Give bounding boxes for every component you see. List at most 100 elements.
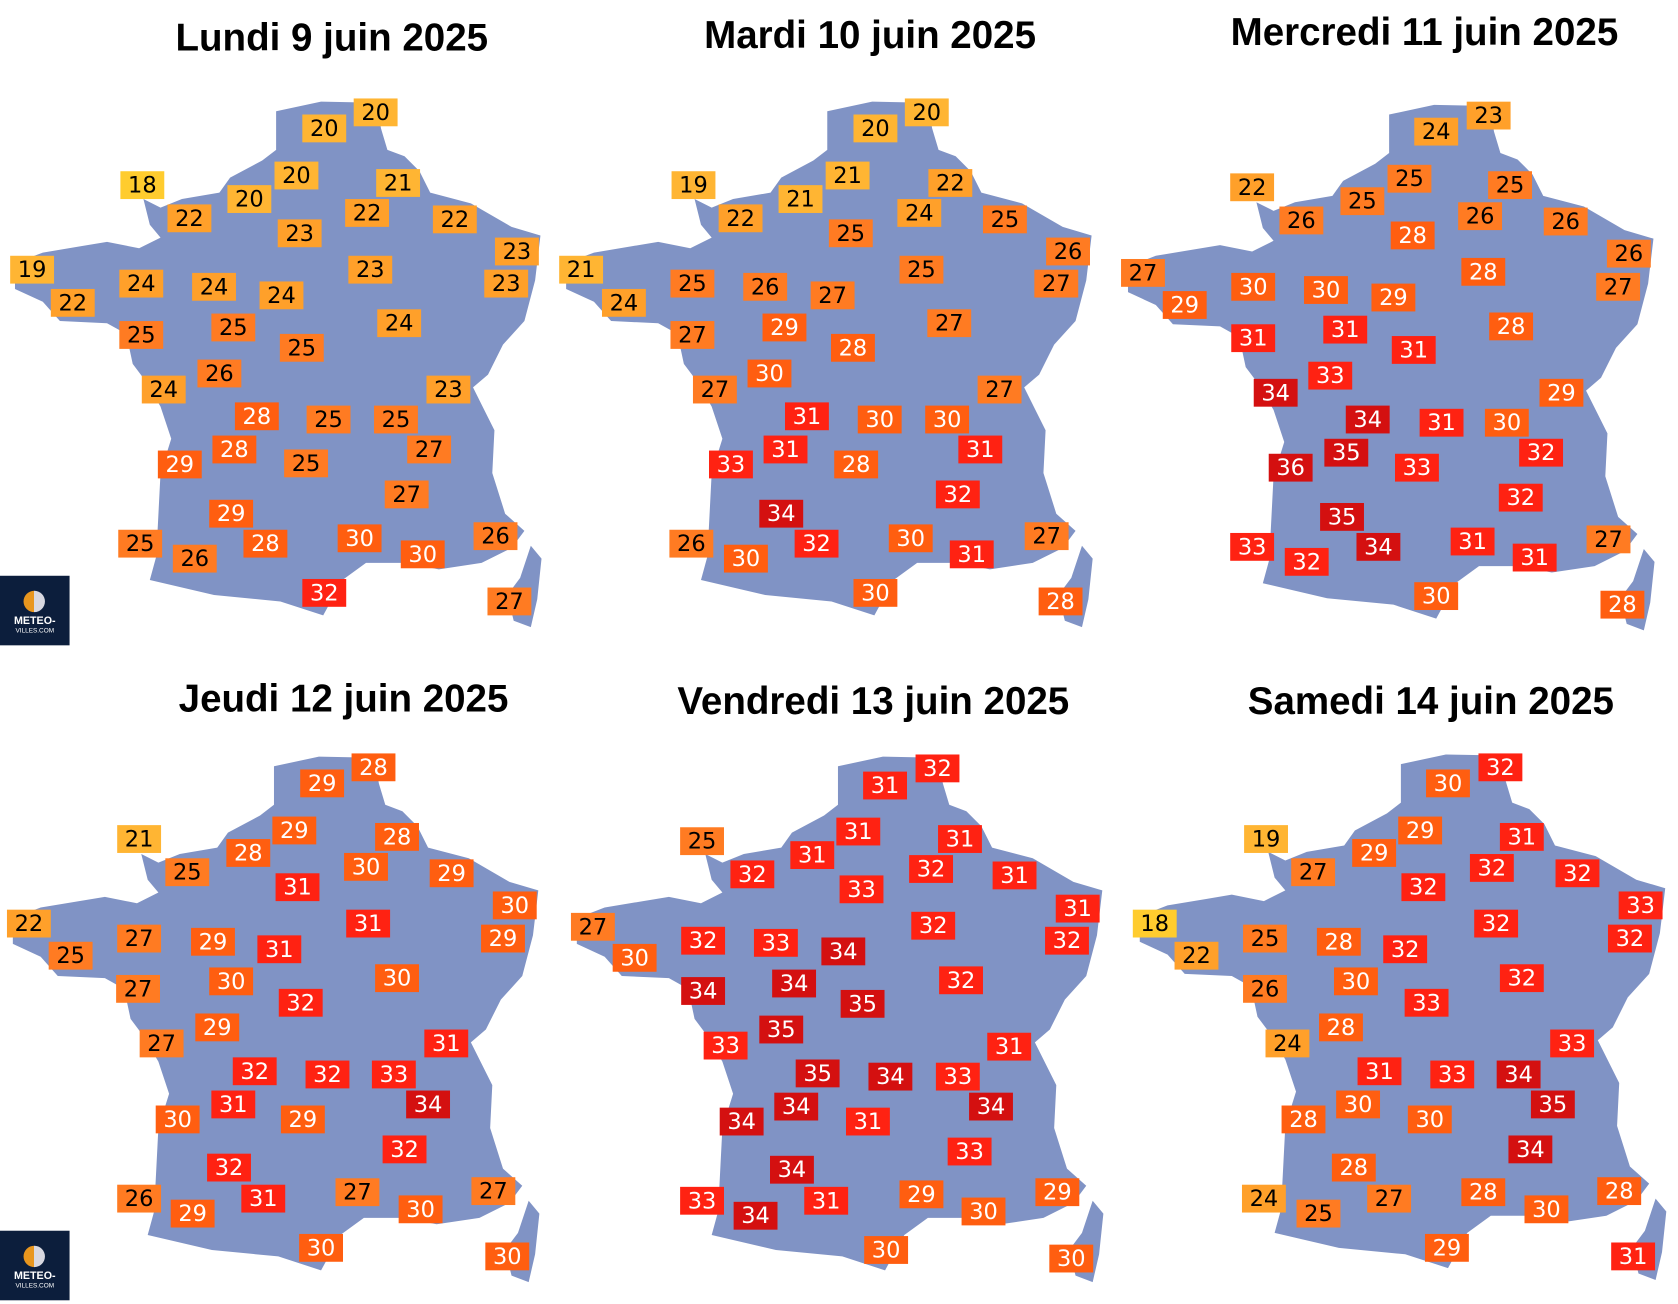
temperature-label: 25 — [670, 269, 715, 298]
temperature-label: 27 — [927, 309, 972, 338]
temperature-label: 28 — [243, 529, 288, 558]
temperature-label: 35 — [1530, 1090, 1575, 1119]
temperature-label: 30 — [961, 1197, 1006, 1226]
temperature-label: 23 — [1466, 101, 1511, 130]
temperature-label: 30 — [853, 578, 898, 607]
temperature-label: 30 — [1426, 769, 1470, 798]
temperature-label: 34 — [406, 1090, 451, 1119]
temperature-label: 31 — [804, 1186, 849, 1215]
temperature-label: 32 — [1607, 924, 1652, 953]
temperature-label: 28 — [375, 822, 419, 851]
temperature-label: 27 — [1121, 258, 1165, 287]
temperature-label: 26 — [172, 544, 217, 573]
temperature-label: 29 — [1162, 291, 1207, 319]
temperature-label: 20 — [302, 114, 347, 143]
map-title: Mardi 10 juin 2025 — [704, 12, 1037, 57]
temperature-label: 29 — [1371, 283, 1416, 312]
temperature-label: 32 — [1555, 859, 1600, 888]
temperature-label: 27 — [692, 375, 737, 404]
temperature-label: 25 — [1340, 187, 1385, 216]
temperature-label: 32 — [681, 926, 726, 955]
temperature-label: 31 — [949, 540, 994, 569]
temperature-label: 27 — [335, 1178, 380, 1207]
temperature-label: 23 — [277, 219, 322, 248]
temperature-label: 29 — [300, 769, 345, 798]
temperature-label: 30 — [747, 359, 792, 388]
temperature-label: 33 — [1230, 532, 1275, 561]
logo-text: METEO- — [13, 1270, 56, 1283]
temperature-label: 29 — [280, 1105, 325, 1134]
temperature-label: 30 — [1414, 582, 1459, 611]
temperature-label: 30 — [1334, 967, 1378, 996]
temperature-label: 34 — [1496, 1060, 1541, 1089]
temperature-label: 22 — [345, 199, 390, 227]
temperature-label: 26 — [669, 529, 714, 558]
temperature-label: 28 — [234, 402, 279, 431]
temperature-label: 28 — [1038, 587, 1083, 616]
temperature-label: 24 — [1241, 1184, 1286, 1213]
temperature-label: 32 — [909, 855, 954, 883]
temperature-label: 32 — [1401, 873, 1446, 902]
temperature-label: 21 — [778, 185, 823, 213]
temperature-label: 24 — [141, 375, 186, 404]
temperature-label: 21 — [117, 825, 162, 853]
temperature-label: 29 — [272, 816, 317, 845]
temperature-label: 26 — [743, 272, 788, 301]
temperature-label: 25 — [165, 858, 210, 887]
temperature-label: 33 — [1550, 1029, 1595, 1058]
temperature-label: 31 — [790, 841, 835, 870]
temperature-label: 28 — [1489, 312, 1534, 341]
temperature-label: 31 — [863, 771, 907, 800]
temperature-label: 24 — [1265, 1029, 1310, 1058]
temperature-label: 34 — [1345, 405, 1390, 434]
temperature-label: 25 — [982, 205, 1027, 234]
temperature-label: 31 — [1055, 894, 1100, 923]
temperature-label: 31 — [275, 873, 320, 902]
temperature-label: 23 — [348, 255, 393, 284]
temperature-label: 30 — [492, 891, 537, 920]
temperature-label: 33 — [935, 1062, 980, 1091]
temperature-label: 33 — [1618, 891, 1663, 920]
meteo-villes-logo: METEO- VILLES.COM — [0, 1230, 70, 1301]
temperature-label: 28 — [1390, 221, 1435, 250]
temperature-label: 26 — [1243, 974, 1287, 1003]
temperature-label: 25 — [284, 449, 329, 478]
logo-text: METEO- — [13, 615, 56, 628]
temperature-label: 29 — [209, 499, 254, 528]
temperature-label: 32 — [1284, 547, 1329, 576]
temperature-label: 34 — [821, 937, 866, 966]
temperature-label: 31 — [1450, 527, 1495, 556]
temperature-label: 30 — [1304, 276, 1348, 304]
temperature-label: 26 — [197, 359, 242, 388]
temperature-label: 25 — [118, 529, 163, 558]
temperature-label: 29 — [195, 1013, 240, 1042]
temperature-label: 32 — [1469, 854, 1514, 882]
temperature-label: 27 — [977, 375, 1022, 404]
temperature-label: 22 — [928, 169, 973, 197]
temperature-label: 28 — [212, 435, 257, 464]
temperature-label: 32 — [232, 1057, 277, 1086]
temperature-label: 25 — [211, 313, 256, 342]
temperature-label: 30 — [857, 405, 902, 434]
logo-subtext: VILLES.COM — [15, 1283, 55, 1290]
temperature-label: 31 — [784, 402, 829, 431]
temperature-label: 27 — [1024, 522, 1069, 551]
temperature-label: 24 — [601, 288, 646, 317]
temperature-label: 35 — [795, 1059, 840, 1088]
temperature-label: 34 — [759, 499, 804, 528]
temperature-label: 29 — [762, 313, 807, 342]
temperature-label: 27 — [1367, 1184, 1412, 1213]
temperature-label: 32 — [305, 1060, 350, 1089]
temperature-label: 24 — [897, 199, 942, 227]
temperature-label: 24 — [377, 309, 422, 338]
temperature-label: 25 — [306, 405, 351, 434]
temperature-label: 33 — [680, 1186, 724, 1215]
temperature-label: 30 — [612, 943, 657, 972]
temperature-label: 26 — [1279, 206, 1324, 235]
temperature-label: 27 — [1034, 269, 1079, 298]
temperature-label: 20 — [353, 98, 398, 127]
temperature-label: 19 — [10, 255, 55, 284]
temperature-label: 31 — [1323, 315, 1368, 344]
temperature-label: 32 — [1383, 935, 1428, 964]
temperature-label: 32 — [1498, 483, 1543, 512]
